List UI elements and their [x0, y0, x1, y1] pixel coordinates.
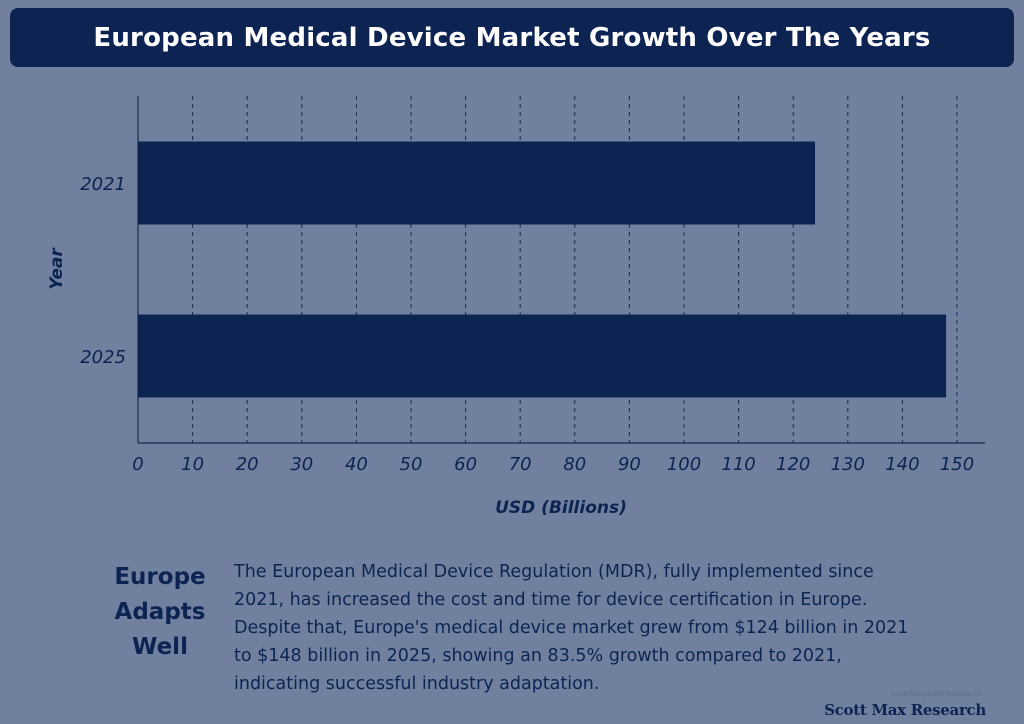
x-tick-label: 40 [345, 454, 368, 475]
y-tick-label: 2021 [80, 174, 126, 195]
x-tick-label: 70 [509, 454, 532, 475]
x-tick-label: 150 [940, 454, 974, 475]
x-tick-label: 10 [181, 454, 204, 475]
x-tick-label: 130 [831, 454, 865, 475]
x-tick-label: 50 [400, 454, 423, 475]
brand-logo: Scott Max Research [824, 701, 986, 719]
bar-2021 [138, 141, 816, 225]
notes-heading: Europe Adapts Well [100, 560, 220, 665]
x-tick-label: 30 [290, 454, 313, 475]
x-tick-label: 90 [618, 454, 641, 475]
notes-heading-line: Well [132, 634, 188, 660]
bar-chart: 2021 2025 0 10 20 30 40 50 60 70 80 90 100 110 120 130 1… [47, 96, 985, 518]
bar-2025 [138, 314, 947, 398]
x-tick-label: 100 [667, 454, 701, 475]
notes-body: The European Medical Device Regulation (… [234, 562, 909, 694]
x-axis-title: USD (Billions) [495, 498, 627, 518]
chart-title: European Medical Device Market Growth Ov… [93, 22, 931, 53]
x-tick-label: 80 [563, 454, 586, 475]
x-tick-label: 110 [721, 454, 755, 475]
x-tick-label: 120 [776, 454, 810, 475]
x-tick-label: 0 [132, 454, 143, 475]
x-tick-label: 20 [236, 454, 259, 475]
x-tick-label: 140 [885, 454, 919, 475]
x-tick-label: 60 [454, 454, 477, 475]
notes-heading-line: Europe [114, 564, 206, 590]
y-axis-title: Year [47, 247, 67, 290]
y-tick-label: 2025 [80, 347, 126, 368]
title-bar: European Medical Device Market Growth Ov… [10, 8, 1014, 67]
notes-heading-line: Adapts [114, 599, 206, 625]
watermark: courtesy.com/research [891, 689, 982, 698]
